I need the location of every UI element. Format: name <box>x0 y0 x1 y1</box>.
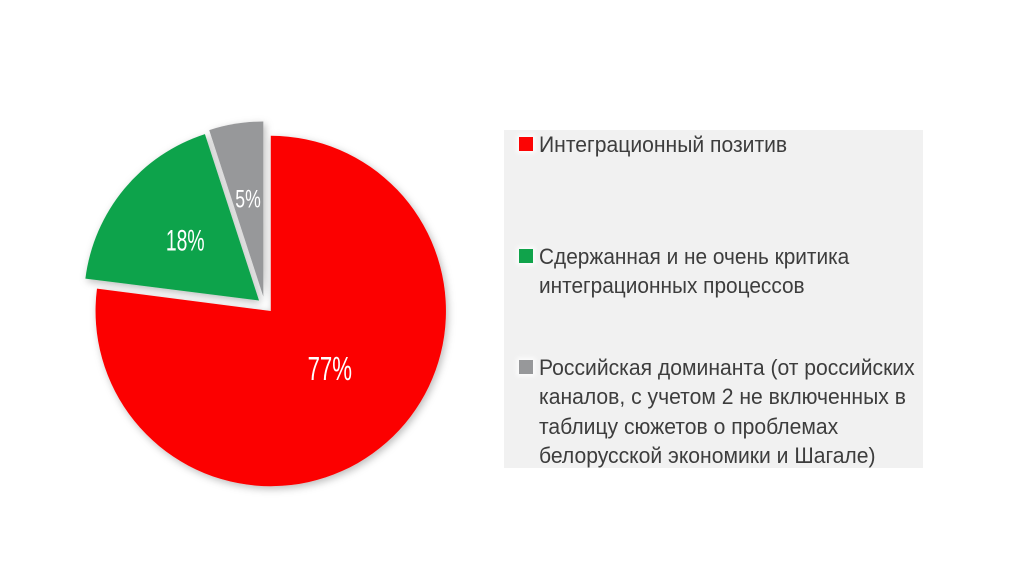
svg-text:77%: 77% <box>308 351 352 388</box>
svg-text:5%: 5% <box>235 186 260 214</box>
svg-text:18%: 18% <box>166 225 205 258</box>
